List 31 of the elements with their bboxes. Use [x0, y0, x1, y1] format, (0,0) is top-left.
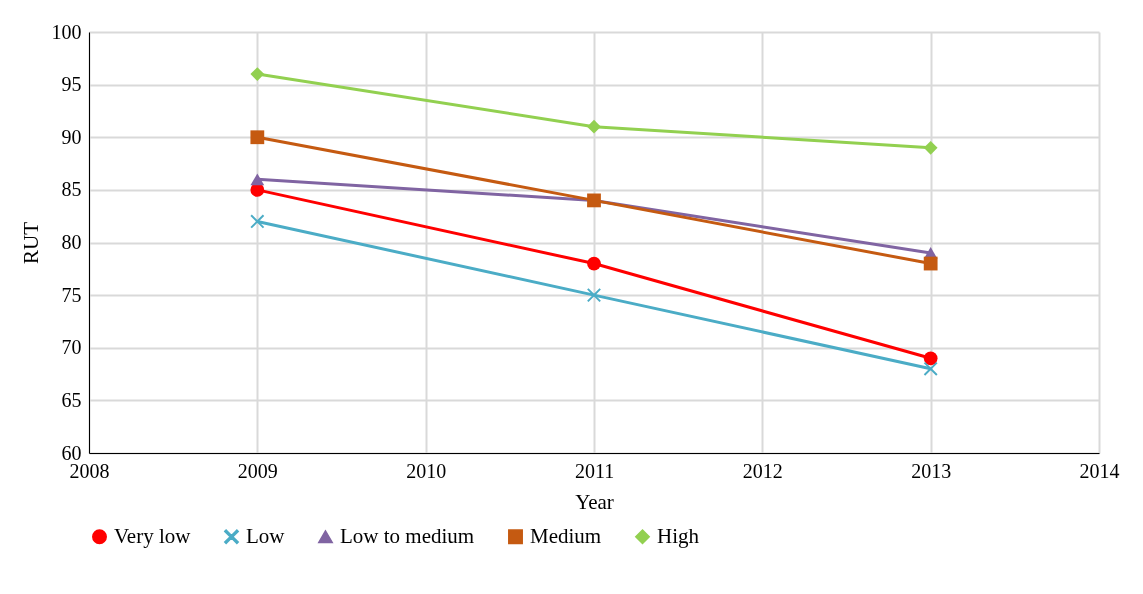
legend-label: High [657, 523, 700, 548]
x-tick-label: 2012 [742, 459, 783, 482]
y-tick-label: 70 [61, 336, 82, 359]
y-axis-title: RUT [18, 221, 43, 264]
y-tick-label: 90 [61, 125, 82, 148]
x-tick-label: 2009 [237, 459, 278, 482]
y-tick-label: 95 [61, 73, 82, 96]
y-tick-label: 100 [51, 20, 82, 43]
y-tick-label: 75 [61, 283, 82, 306]
point [587, 119, 601, 134]
point [250, 130, 265, 145]
point [923, 140, 938, 155]
x-tick-label: 2013 [911, 459, 952, 482]
y-tick-label: 65 [61, 388, 82, 411]
x-tick-label: 2010 [406, 459, 447, 482]
legend-label: Low to medium [340, 523, 475, 548]
x-tick-label: 2011 [574, 459, 615, 482]
legend-label: Very low [114, 523, 192, 548]
point [250, 67, 265, 81]
legend-label: Low [246, 523, 286, 548]
point [923, 351, 938, 366]
y-tick-label: 80 [61, 231, 82, 253]
point [250, 183, 265, 197]
legend-label: Medium [530, 523, 602, 548]
point [587, 256, 601, 271]
point [923, 256, 938, 271]
y-tick-label: 85 [61, 178, 82, 201]
point [587, 288, 601, 303]
x-tick-label: 2014 [1079, 459, 1120, 482]
x-axis-title: Year [575, 489, 614, 514]
point [250, 214, 265, 229]
